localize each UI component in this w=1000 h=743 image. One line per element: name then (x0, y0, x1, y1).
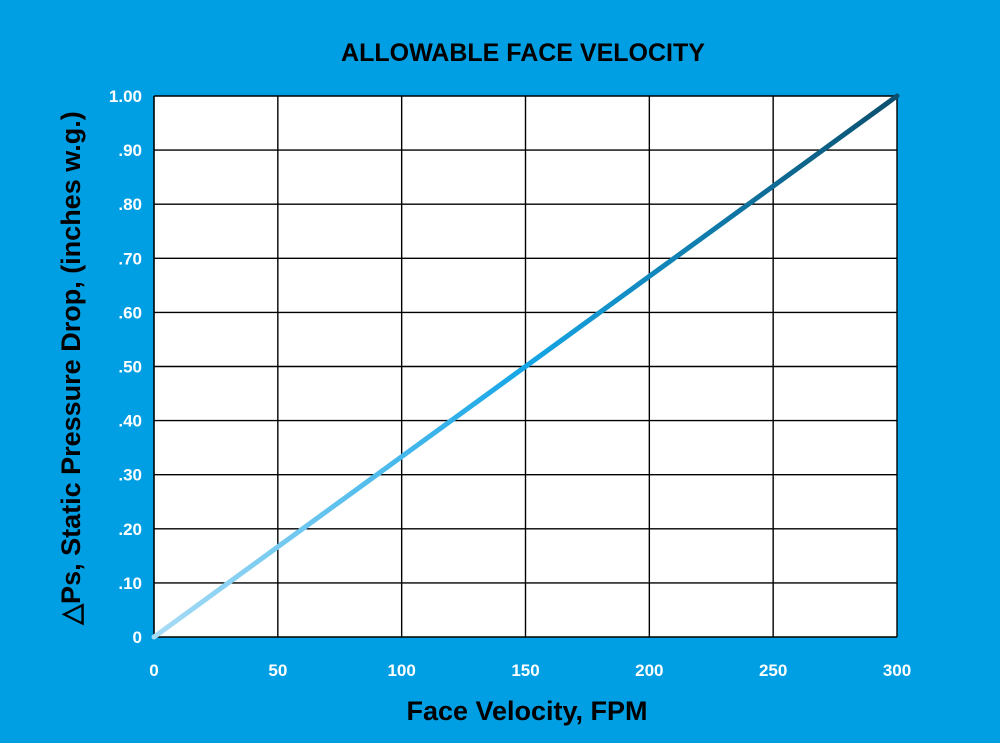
y-tick-label: .60 (118, 303, 142, 322)
x-tick-label: 50 (268, 661, 287, 680)
y-tick-labels: 0 .10 .20 .30 .40 .50 .60 .70 .80 .90 1.00 (109, 87, 142, 647)
series-line (151, 93, 900, 640)
x-tick-label: 300 (883, 661, 911, 680)
x-axis-label: Face Velocity, FPM (406, 696, 647, 726)
y-tick-label: 1.00 (109, 87, 142, 106)
y-tick-label: .10 (118, 574, 142, 593)
x-tick-label: 250 (759, 661, 787, 680)
x-tick-labels: 0 50 100 150 200 250 300 (149, 661, 911, 680)
y-tick-label: .80 (118, 195, 142, 214)
x-tick-label: 100 (387, 661, 415, 680)
chart-title: ALLOWABLE FACE VELOCITY (341, 39, 705, 67)
y-tick-label: .70 (118, 249, 142, 268)
x-tick-label: 200 (635, 661, 663, 680)
x-tick-label: 150 (511, 661, 539, 680)
y-tick-label: 0 (133, 628, 142, 647)
y-tick-label: .40 (118, 412, 142, 431)
x-tick-label: 0 (149, 661, 158, 680)
y-tick-label: .30 (118, 466, 142, 485)
y-tick-label: .90 (118, 141, 142, 160)
y-axis-label: △Ps, Static Pressure Drop, (inches w.g.) (56, 111, 86, 625)
series-layer (151, 93, 900, 640)
y-tick-label: .50 (118, 358, 142, 377)
y-tick-label: .20 (118, 520, 142, 539)
